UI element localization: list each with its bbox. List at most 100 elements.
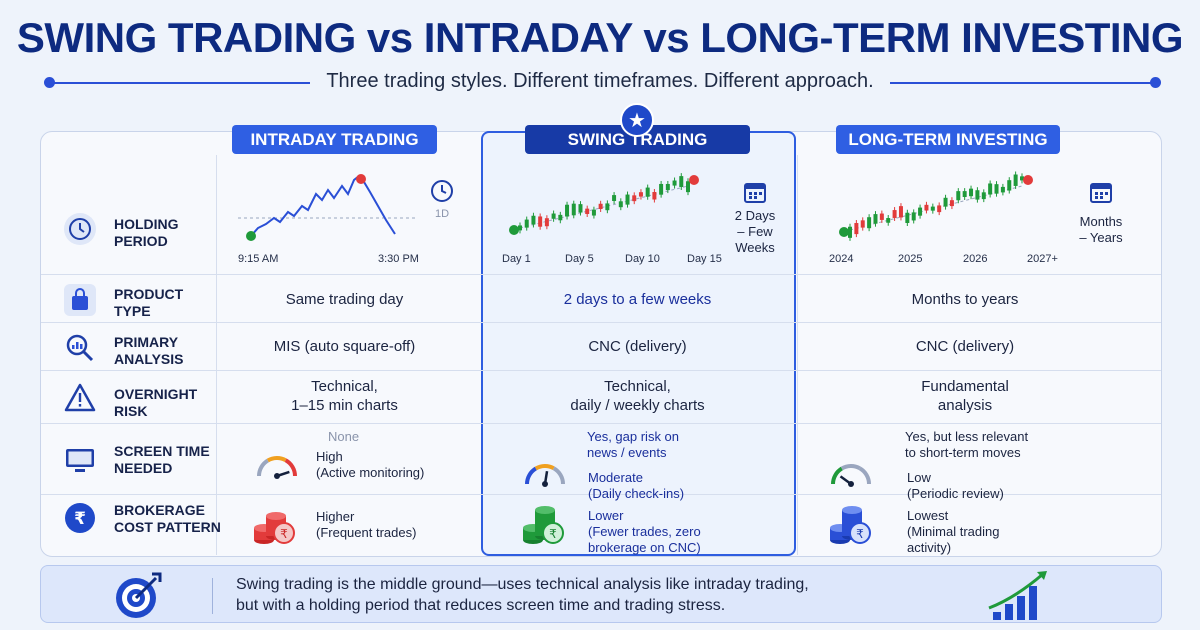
candle <box>981 192 986 200</box>
row-divider <box>41 423 1161 424</box>
gauge-hub <box>274 473 280 479</box>
cell-swing-overnight-note: Yes, gap risk on news / events <box>587 429 680 460</box>
cell-longterm-primary-analysis: CNC (delivery) <box>915 338 1015 355</box>
cell-swing-primary-analysis: CNC (delivery) <box>588 338 687 355</box>
monitor-icon <box>62 442 98 478</box>
cell-swing-overnight-risk: Technical, daily / weekly charts <box>570 378 705 414</box>
subtitle-rule-left <box>48 82 310 84</box>
cell-swing-screen-time: Moderate (Daily check-ins) <box>588 470 685 501</box>
gauge-arc <box>831 466 843 485</box>
column-header-longterm: LONG-TERM INVESTING <box>836 125 1060 154</box>
intraday-start-point <box>246 231 256 241</box>
candle <box>638 192 643 197</box>
target-icon <box>116 572 162 618</box>
candle <box>969 188 974 197</box>
candle <box>867 217 872 229</box>
candle <box>686 181 690 193</box>
swing-x-tick: Day 1 <box>502 253 531 265</box>
subtitle-rule-right <box>890 82 1154 84</box>
candle <box>994 184 999 194</box>
intraday-price-chart <box>238 174 418 241</box>
gauge-arc <box>840 464 861 471</box>
candle <box>518 225 522 231</box>
cell-intraday-primary-analysis: MIS (auto square-off) <box>273 338 416 355</box>
candle <box>949 200 954 207</box>
candle <box>943 197 948 207</box>
candle <box>598 203 603 210</box>
candle <box>988 183 993 195</box>
candle <box>898 206 903 218</box>
candle <box>551 213 556 219</box>
swing-holding-side-text: 2 Days – Few Weeks <box>734 208 776 255</box>
candle <box>679 176 684 187</box>
coin-stack-icon-intraday: ₹ <box>254 512 295 544</box>
cell-longterm-screen-time: Low (Periodic review) <box>907 470 1004 501</box>
banner-text: Swing trading is the middle ground—uses … <box>236 576 809 614</box>
candle <box>618 201 623 208</box>
cell-swing-brokerage: Lower (Fewer trades, zero brokerage on CNC… <box>588 508 701 555</box>
page-subtitle: Three trading styles. Different timefram… <box>326 70 874 92</box>
candle <box>571 203 576 216</box>
growth-bars-icon <box>988 571 1047 620</box>
cell-longterm-brokerage: Lowest (Minimal trading activity) <box>907 508 1000 555</box>
candle <box>879 213 884 220</box>
longterm-holding-side-text: Months – Years <box>1079 214 1123 245</box>
longterm-x-tick: 2025 <box>898 253 923 265</box>
end-point <box>689 175 699 185</box>
cell-intraday-product-type: Same trading day <box>285 291 404 308</box>
row-divider <box>41 370 1161 371</box>
intraday-x-tick: 9:15 AM <box>238 253 279 265</box>
coin-stack-icon-longterm: ₹ <box>830 506 871 544</box>
grid-divider-labels <box>216 155 217 555</box>
gauge-hub <box>542 481 548 487</box>
candle <box>930 206 935 211</box>
start-point <box>509 225 519 235</box>
calendar-icon <box>744 183 766 203</box>
calendar-icon <box>1090 183 1112 203</box>
cell-intraday-screen-time: High (Active monitoring) <box>316 449 425 480</box>
gauge-arc <box>284 458 297 477</box>
candle <box>652 191 657 200</box>
swing-candlestick-chart <box>509 173 699 235</box>
intraday-x-tick: 3:30 PM <box>378 253 419 265</box>
candle <box>905 212 910 223</box>
subtitle-rule-dot-left <box>44 77 55 88</box>
cell-swing-product-type: 2 days to a few weeks <box>563 291 712 308</box>
magnifier-chart-icon <box>62 330 98 366</box>
cell-intraday-overnight-risk: Technical, 1–15 min charts <box>291 378 398 414</box>
candle <box>524 219 529 228</box>
intraday-price-line <box>250 174 396 237</box>
gauge-icon-swing <box>525 464 565 487</box>
gauge-arc <box>534 464 555 471</box>
row-divider <box>41 322 1161 323</box>
candle <box>578 204 583 213</box>
swing-x-tick: Day 10 <box>625 253 660 265</box>
candle <box>860 220 865 228</box>
candle <box>665 183 670 191</box>
candle <box>854 223 859 235</box>
start-point <box>839 227 849 237</box>
candle <box>1007 180 1012 191</box>
swing-highlight-column <box>481 131 796 556</box>
candle <box>645 187 650 197</box>
svg-text:₹: ₹ <box>549 527 557 541</box>
rupee-icon: ₹ <box>62 500 98 536</box>
star-icon: ★ <box>620 103 654 137</box>
candle <box>605 203 610 211</box>
row-divider <box>41 274 1161 275</box>
longterm-candlestick-chart <box>839 171 1033 241</box>
candle <box>911 212 916 221</box>
gauge-icon-longterm <box>831 464 871 487</box>
coin-stack-icon-swing: ₹ <box>523 506 564 544</box>
candle <box>848 226 852 238</box>
candle <box>632 195 637 202</box>
cell-longterm-product-type: Months to years <box>911 291 1019 308</box>
gauge-arc <box>552 466 565 485</box>
candle <box>612 195 617 201</box>
row-label-holding-period: HOLDING PERIOD <box>114 216 179 249</box>
candle <box>625 194 630 205</box>
column-header-intraday: INTRADAY TRADING <box>232 125 437 154</box>
candle <box>659 183 664 195</box>
gauge-arc <box>257 458 269 477</box>
candle <box>886 218 891 223</box>
